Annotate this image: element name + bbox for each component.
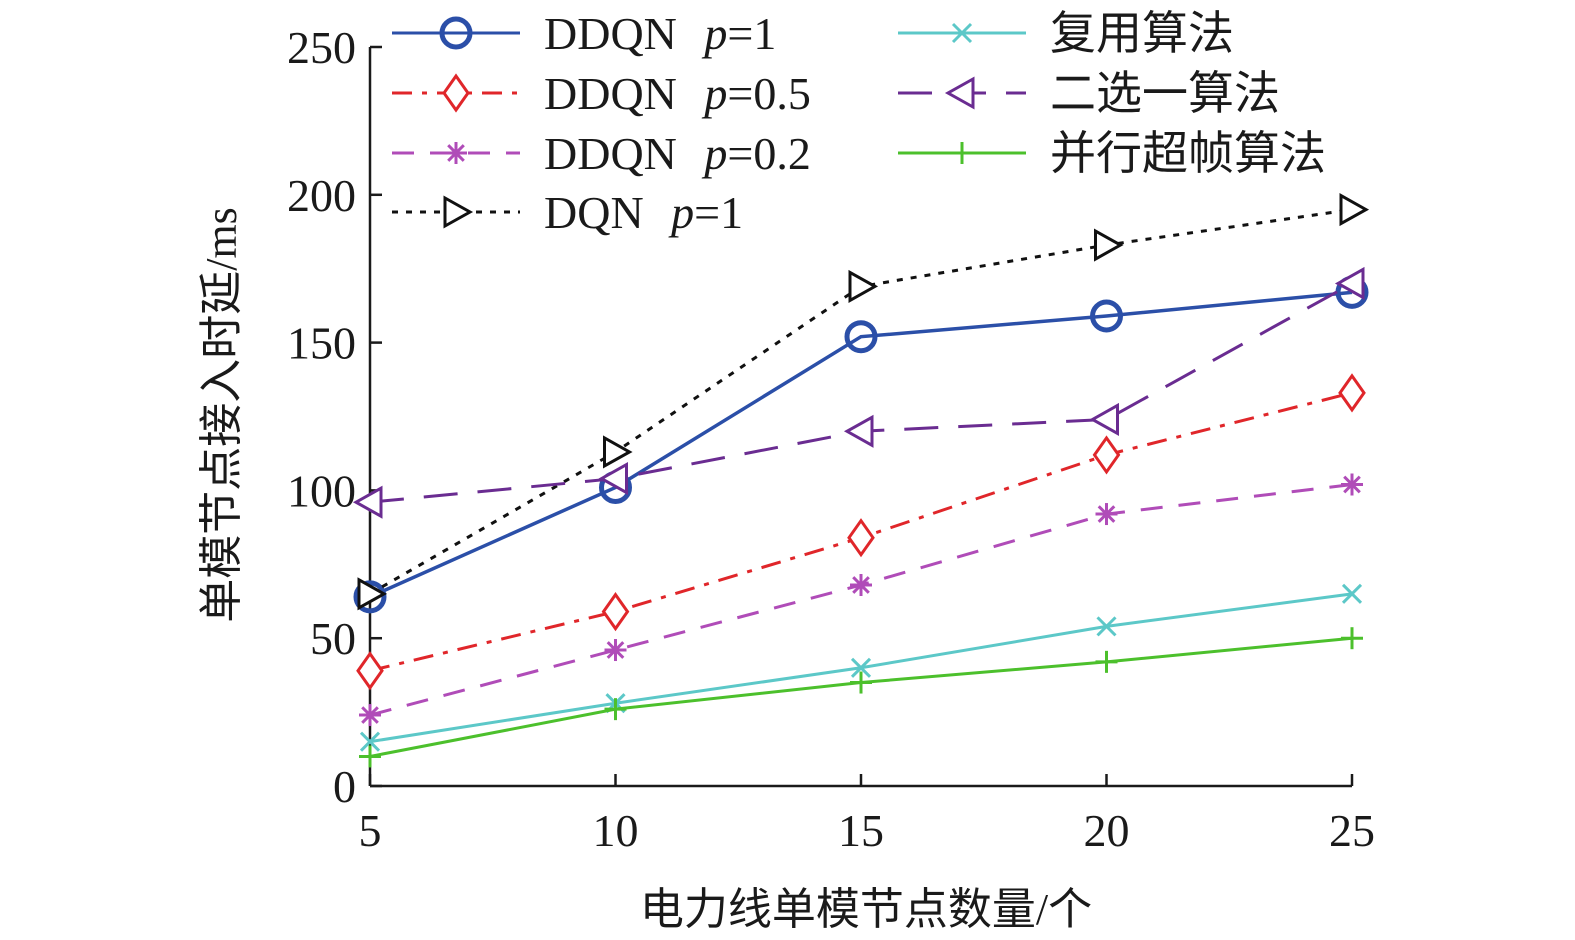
y-tick-label: 250 xyxy=(287,22,356,73)
data-point xyxy=(1341,583,1363,604)
legend-label: DDQN p=0.2 xyxy=(544,128,811,179)
legend-label: DDQN p=0.5 xyxy=(544,68,811,119)
legend-label-var: p xyxy=(701,128,727,179)
legend-marker xyxy=(443,195,474,229)
legend-label: 二选一算法 xyxy=(1050,68,1280,119)
series-6 xyxy=(359,627,1363,768)
series-0 xyxy=(353,275,1369,614)
series-2 xyxy=(359,473,1363,727)
data-point xyxy=(1090,299,1123,333)
data-point xyxy=(850,671,872,694)
series-line xyxy=(369,290,1353,599)
series-4 xyxy=(359,583,1363,752)
x-axis-label: 电力线单模节点数量/个 xyxy=(640,885,1092,934)
data-point xyxy=(1092,435,1121,475)
data-point xyxy=(850,573,872,596)
data-point xyxy=(352,485,383,519)
series-3 xyxy=(357,193,1370,611)
legend-entry: DDQN p=0.5 xyxy=(392,68,811,119)
data-point xyxy=(1089,402,1119,437)
legend-entry: DDQN p=1 xyxy=(392,8,776,59)
y-tick-label: 0 xyxy=(333,761,356,812)
legend-entry: 复用算法 xyxy=(898,8,1234,59)
legend-marker xyxy=(951,142,973,164)
data-point xyxy=(357,577,388,611)
legend-label: 并行超帧算法 xyxy=(1050,128,1326,179)
axes: 0 50 100 150 200 250 5 10 15 20 25 xyxy=(287,22,1375,856)
legend-label-var: p xyxy=(701,8,727,59)
x-tick-label: 25 xyxy=(1329,805,1375,856)
legend-marker xyxy=(944,76,975,110)
series-line xyxy=(369,282,1353,504)
data-point xyxy=(1095,503,1118,526)
legend-marker xyxy=(445,142,467,164)
legend-entry: DQN p=1 xyxy=(392,187,743,238)
data-point xyxy=(359,745,381,768)
y-axis-label: 单模节点接入时延/ms xyxy=(197,207,246,623)
legend-label-rest: =0.5 xyxy=(727,68,810,119)
data-point xyxy=(353,580,387,614)
legend-label-main: 复用算法 xyxy=(1050,8,1234,59)
legend-label-rest: =1 xyxy=(727,8,776,59)
data-point xyxy=(843,414,874,448)
y-tick-label: 50 xyxy=(310,613,356,664)
data-point xyxy=(1339,193,1370,227)
data-point xyxy=(850,657,872,678)
legend-label-main: DDQN xyxy=(544,68,688,119)
legend-label-rest: =0.2 xyxy=(727,128,810,179)
series-1 xyxy=(356,373,1366,691)
data-point xyxy=(604,639,627,662)
series-line xyxy=(369,636,1353,758)
legend-label-main: 二选一算法 xyxy=(1050,68,1280,119)
legend-label-var: p xyxy=(668,187,694,238)
data-point xyxy=(603,435,633,469)
legend-marker xyxy=(951,22,973,44)
data-point xyxy=(844,320,878,354)
legend-entry: 并行超帧算法 xyxy=(898,128,1326,179)
y-tick-label: 150 xyxy=(287,318,356,369)
legend-label-var: p xyxy=(701,68,727,119)
data-point xyxy=(1094,228,1124,262)
legend-label: DQN p=1 xyxy=(544,187,743,238)
legend-label-main: DDQN xyxy=(544,128,688,179)
data-point xyxy=(848,269,879,303)
data-point xyxy=(1341,473,1363,496)
legend-label: 复用算法 xyxy=(1050,8,1234,59)
data-point xyxy=(1095,650,1118,673)
data-point xyxy=(601,591,630,632)
data-point xyxy=(359,704,381,727)
data-point xyxy=(359,731,381,752)
legend-entry: DDQN p=0.2 xyxy=(392,128,811,179)
x-tick-label: 10 xyxy=(593,805,639,856)
legend-label-main: DDQN xyxy=(544,8,688,59)
data-point xyxy=(1096,616,1117,637)
data-point xyxy=(1341,627,1363,650)
legend-marker xyxy=(442,73,470,113)
legend-label-main: 并行超帧算法 xyxy=(1050,128,1326,179)
legend-label-rest: =1 xyxy=(694,187,743,238)
x-tick-label: 15 xyxy=(838,805,884,856)
data-point xyxy=(598,462,628,496)
data-point xyxy=(356,651,384,691)
series-layer xyxy=(352,193,1370,768)
legend-label-main: DQN xyxy=(544,187,655,238)
data-point xyxy=(1338,373,1366,413)
data-point xyxy=(604,698,627,721)
legend-entry: 二选一算法 xyxy=(898,68,1280,119)
legend-marker xyxy=(439,16,473,50)
x-tick-label: 20 xyxy=(1084,805,1130,856)
data-point xyxy=(847,518,875,558)
x-tick-label: 5 xyxy=(359,805,382,856)
legend-label: DDQN p=1 xyxy=(544,8,776,59)
data-point xyxy=(1334,266,1365,301)
series-5 xyxy=(352,266,1365,519)
y-tick-label: 100 xyxy=(287,465,356,516)
y-tick-label: 200 xyxy=(287,170,356,221)
